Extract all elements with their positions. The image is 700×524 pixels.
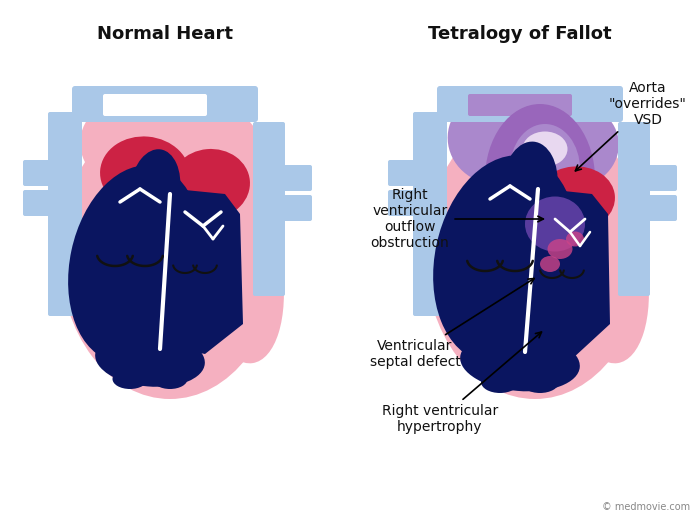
FancyBboxPatch shape [413, 112, 447, 316]
Ellipse shape [170, 149, 250, 219]
FancyBboxPatch shape [48, 112, 82, 316]
Text: Ventricular
septal defect: Ventricular septal defect [370, 278, 534, 369]
Ellipse shape [153, 369, 188, 389]
FancyBboxPatch shape [468, 94, 572, 116]
Ellipse shape [481, 371, 519, 393]
FancyBboxPatch shape [72, 86, 258, 122]
Text: Tetralogy of Fallot: Tetralogy of Fallot [428, 25, 612, 43]
FancyBboxPatch shape [388, 190, 447, 216]
Text: Aorta
"overrides"
VSD: Aorta "overrides" VSD [575, 81, 687, 171]
Ellipse shape [522, 132, 568, 167]
FancyBboxPatch shape [618, 122, 650, 296]
FancyBboxPatch shape [618, 195, 677, 221]
FancyBboxPatch shape [253, 165, 312, 191]
FancyBboxPatch shape [618, 165, 677, 191]
Text: © medmovie.com: © medmovie.com [602, 502, 690, 512]
Ellipse shape [448, 94, 542, 184]
Polygon shape [515, 189, 610, 359]
Text: Right
ventricular
outflow
obstruction: Right ventricular outflow obstruction [370, 188, 543, 250]
Ellipse shape [130, 149, 181, 229]
Ellipse shape [531, 105, 619, 187]
FancyBboxPatch shape [388, 160, 447, 186]
Ellipse shape [547, 239, 573, 259]
Polygon shape [150, 189, 243, 354]
Ellipse shape [540, 256, 560, 272]
FancyBboxPatch shape [23, 160, 82, 186]
Ellipse shape [80, 101, 170, 187]
Ellipse shape [566, 232, 584, 246]
Ellipse shape [95, 331, 205, 387]
Ellipse shape [100, 136, 190, 212]
Text: Normal Heart: Normal Heart [97, 25, 233, 43]
FancyBboxPatch shape [253, 195, 312, 221]
Ellipse shape [425, 109, 645, 399]
Ellipse shape [460, 333, 580, 391]
Ellipse shape [68, 165, 202, 363]
FancyBboxPatch shape [103, 94, 207, 116]
Ellipse shape [485, 104, 595, 254]
Text: Right ventricular
hypertrophy: Right ventricular hypertrophy [382, 332, 542, 434]
FancyBboxPatch shape [253, 122, 285, 296]
FancyBboxPatch shape [23, 190, 82, 216]
Ellipse shape [113, 369, 148, 389]
Ellipse shape [561, 184, 649, 363]
Ellipse shape [196, 184, 284, 363]
Ellipse shape [525, 196, 585, 252]
Ellipse shape [433, 155, 577, 363]
FancyBboxPatch shape [437, 86, 623, 122]
Ellipse shape [170, 108, 260, 189]
Ellipse shape [60, 109, 280, 399]
Ellipse shape [521, 371, 559, 393]
Ellipse shape [510, 124, 580, 214]
Ellipse shape [535, 167, 615, 232]
Ellipse shape [503, 141, 558, 226]
